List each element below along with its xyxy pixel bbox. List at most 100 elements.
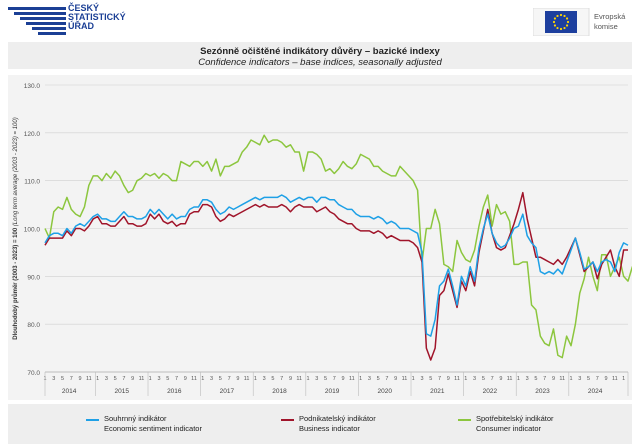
- eu-star-icon: [559, 13, 563, 17]
- month-tick-label: 9: [184, 376, 187, 382]
- eu-star-icon: [563, 14, 566, 18]
- y-tick-label: 130.0: [24, 83, 41, 90]
- month-tick-label: 5: [482, 376, 485, 382]
- month-tick-label: 5: [114, 376, 117, 382]
- month-tick-label: 7: [596, 376, 599, 382]
- csu-logo[interactable]: [8, 4, 138, 38]
- month-tick-label: 3: [210, 376, 213, 382]
- month-tick-label: 1: [412, 376, 415, 382]
- eu-star-icon: [552, 20, 556, 24]
- legend-label-en: Economic sentiment indicator: [104, 424, 202, 433]
- legend-swatch-economic: [86, 419, 99, 421]
- month-tick-label: 7: [280, 376, 283, 382]
- month-tick-label: 7: [228, 376, 231, 382]
- year-tick-label: 2022: [483, 388, 498, 395]
- month-tick-label: 7: [175, 376, 178, 382]
- title-band: Sezónně očištěné indikátory důvěry – baz…: [8, 42, 632, 69]
- eu-star-icon: [556, 14, 559, 18]
- month-tick-label: 11: [402, 376, 408, 382]
- header-bar: ČESKÝ STATISTICKÝ ÚŘAD Evropská komise: [0, 0, 640, 40]
- year-tick-label: 2020: [377, 388, 392, 395]
- y-axis-label-cz: Dlouhodobý průměr (2003 - 2023) = 100: [12, 226, 19, 340]
- month-tick-label: 5: [324, 376, 327, 382]
- csu-logo-text: ČESKÝ STATISTICKÝ ÚŘAD: [68, 4, 138, 31]
- legend-label-cz: Podnikatelský indikátor: [299, 414, 376, 423]
- y-tick-label: 70.0: [27, 370, 40, 377]
- month-tick-label: 5: [429, 376, 432, 382]
- month-tick-label: 3: [526, 376, 529, 382]
- month-tick-label: 3: [578, 376, 581, 382]
- y-tick-label: 90.0: [27, 274, 40, 281]
- month-tick-label: 9: [342, 376, 345, 382]
- eu-label-line-2: komise: [594, 22, 618, 31]
- month-tick-label: 11: [612, 376, 618, 382]
- month-tick-label: 1: [306, 376, 309, 382]
- month-tick-label: 7: [385, 376, 388, 382]
- year-tick-label: 2024: [588, 388, 603, 395]
- month-tick-label: 5: [61, 376, 64, 382]
- eu-star-icon: [563, 26, 566, 30]
- chart-title: Sezónně očištěné indikátory důvěry – baz…: [200, 46, 440, 57]
- month-tick-label: 9: [289, 376, 292, 382]
- month-tick-label: 1: [359, 376, 362, 382]
- year-tick-label: 2016: [167, 388, 182, 395]
- month-tick-label: 3: [368, 376, 371, 382]
- legend-label-en: Consumer indicator: [476, 424, 542, 433]
- y-tick-label: 100.0: [24, 227, 41, 234]
- legend: Souhrnný indikátor Economic sentiment in…: [8, 404, 632, 444]
- month-tick-label: 11: [507, 376, 513, 382]
- year-tick-label: 2017: [220, 388, 235, 395]
- logo-line-3: ÚŘAD: [68, 21, 94, 31]
- legend-label-cz: Souhrnný indikátor: [104, 414, 167, 423]
- month-tick-label: 7: [491, 376, 494, 382]
- eu-label-line-1: Evropská: [594, 12, 626, 21]
- month-tick-label: 11: [191, 376, 197, 382]
- eu-star-icon: [553, 24, 557, 27]
- month-tick-label: 1: [96, 376, 99, 382]
- month-tick-label: 11: [86, 376, 92, 382]
- month-tick-label: 9: [131, 376, 134, 382]
- y-tick-label: 110.0: [24, 179, 40, 186]
- y-axis-label: Dlouhodobý průměr (2003 - 2023) = 100 (L…: [12, 117, 19, 339]
- month-tick-label: 7: [70, 376, 73, 382]
- month-tick-label: 9: [552, 376, 555, 382]
- month-tick-label: 1: [149, 376, 152, 382]
- series-line-consumer: [44, 134, 632, 359]
- month-tick-label: 5: [587, 376, 590, 382]
- eu-flag-logo[interactable]: [533, 8, 633, 36]
- month-tick-label: 1: [569, 376, 572, 382]
- month-tick-label: 7: [543, 376, 546, 382]
- month-tick-label: 9: [447, 376, 450, 382]
- month-tick-label: 3: [473, 376, 476, 382]
- line-chart: 70.0 80.0 90.0 100.0 110.0 120.0 130.0 Dlouhodo…: [12, 83, 632, 396]
- month-tick-label: 7: [122, 376, 125, 382]
- month-tick-label: 5: [271, 376, 274, 382]
- month-tick-label: 1: [622, 376, 625, 382]
- month-tick-label: 11: [244, 376, 250, 382]
- eu-star-icon: [566, 20, 570, 24]
- month-tick-label: 11: [454, 376, 460, 382]
- legend-text-consumer: Spotřebitelský indikátor Consumer indica…: [476, 414, 554, 434]
- month-tick-label: 3: [263, 376, 266, 382]
- chart-subtitle: Confidence indicators – base indices, se…: [198, 57, 442, 68]
- month-tick-label: 3: [315, 376, 318, 382]
- month-tick-label: 5: [219, 376, 222, 382]
- legend-swatch-business: [281, 419, 294, 421]
- eu-star-icon: [556, 26, 559, 30]
- month-tick-label: 3: [52, 376, 55, 382]
- month-tick-label: 9: [499, 376, 502, 382]
- legend-label-en: Business indicator: [299, 424, 360, 433]
- month-tick-label: 1: [464, 376, 467, 382]
- month-tick-label: 11: [559, 376, 565, 382]
- y-tick-label: 80.0: [27, 322, 40, 329]
- legend-text-business: Podnikatelský indikátor Business indicat…: [299, 414, 376, 434]
- series-line-business: [44, 191, 628, 361]
- month-tick-label: 11: [349, 376, 355, 382]
- month-tick-label: 3: [105, 376, 108, 382]
- month-tick-label: 3: [157, 376, 160, 382]
- month-tick-label: 9: [605, 376, 608, 382]
- y-axis-label-en: (Long term average (2003 - 2023) = 100): [13, 117, 19, 226]
- year-tick-label: 2015: [114, 388, 129, 395]
- logo-line-1: ČESKÝ: [68, 3, 100, 13]
- y-tick-label: 120.0: [24, 131, 41, 138]
